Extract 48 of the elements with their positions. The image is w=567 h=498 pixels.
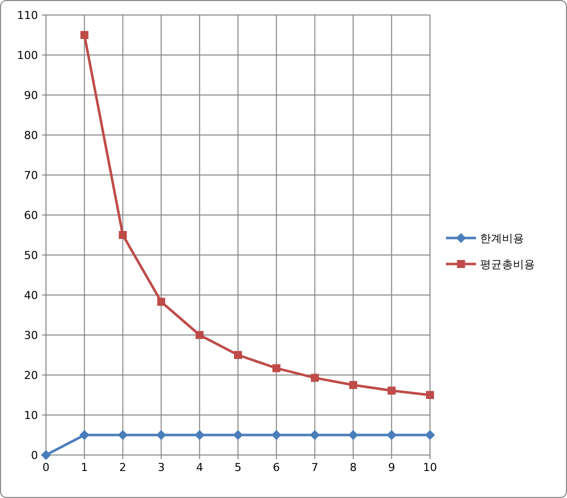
y-tick-label: 0 [31, 449, 38, 462]
y-tick-label: 90 [24, 89, 38, 102]
x-tick-label: 3 [158, 461, 165, 474]
y-tick-label: 100 [17, 49, 38, 62]
x-tick-label: 5 [234, 461, 242, 474]
x-tick-label: 6 [272, 461, 280, 474]
legend-item: 평균총비용 [446, 258, 535, 271]
point [118, 231, 127, 239]
point [348, 430, 358, 440]
y-tick-label: 110 [17, 9, 38, 22]
point [233, 430, 243, 440]
x-tick-label: 9 [388, 461, 396, 474]
x-tick-label: 7 [311, 461, 318, 474]
point [118, 430, 128, 440]
x-tick-label: 10 [423, 461, 437, 474]
point [156, 430, 166, 440]
point [310, 374, 319, 382]
point [41, 450, 51, 460]
y-tick-label: 80 [24, 129, 38, 142]
legend-item: 한계비용 [446, 232, 524, 245]
y-tick-label: 30 [24, 329, 38, 342]
x-tick-label: 4 [196, 461, 204, 474]
point [425, 430, 435, 440]
y-tick-label: 70 [24, 169, 38, 182]
legend-label: 한계비용 [480, 232, 524, 245]
point [386, 430, 397, 440]
x-tick-label: 0 [42, 461, 50, 474]
point [426, 391, 434, 399]
point [196, 331, 204, 339]
point [388, 386, 396, 395]
x-tick-label: 1 [80, 461, 88, 474]
legend-label: 평균총비용 [480, 258, 535, 271]
point [271, 430, 282, 440]
point [79, 430, 90, 440]
point [349, 381, 358, 389]
point [157, 298, 166, 306]
y-tick-label: 60 [24, 209, 38, 222]
x-tick-label: 8 [350, 461, 357, 474]
point [310, 430, 320, 440]
y-tick-label: 50 [24, 249, 38, 262]
y-tick-label: 10 [24, 409, 38, 422]
point [234, 351, 242, 359]
y-tick-label: 20 [24, 369, 38, 382]
y-tick-label: 40 [24, 289, 38, 302]
point [194, 430, 205, 440]
point [272, 364, 280, 372]
point [80, 31, 88, 39]
x-tick-label: 2 [119, 461, 126, 474]
